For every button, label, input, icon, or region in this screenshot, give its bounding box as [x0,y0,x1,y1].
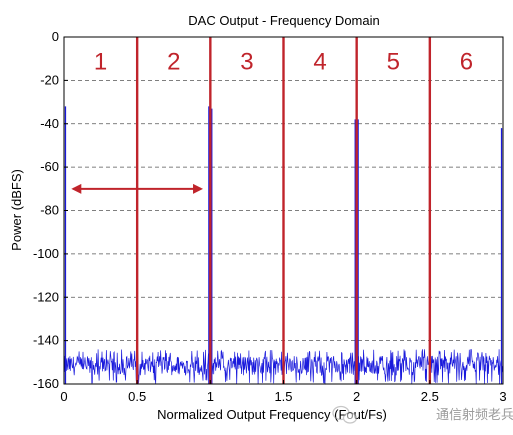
y-tick-label: -140 [33,333,59,348]
x-axis-ticks: 0 0.5 1 1.5 2 2.5 3 [60,380,507,404]
y-axis-ticks: 0 -20 -40 -60 -80 -100 -120 -140 -160 [33,29,68,391]
arrow-head-left [71,183,82,194]
arrow-head-right [193,183,204,194]
y-tick-label: -100 [33,246,59,261]
x-tick-label: 0.5 [128,389,146,404]
x-tick-label: 0 [60,389,67,404]
watermark-text: 通信射频老兵 [436,407,513,423]
nyquist-zone-boundaries [135,37,432,384]
y-tick-label: 0 [52,29,59,44]
zone-label: 5 [387,48,400,75]
x-axis-title: Normalized Output Frequency (Fout/Fs) [157,407,387,422]
y-tick-label: -80 [40,203,59,218]
x-tick-label: 2.5 [421,389,439,404]
x-tick-label: 1.5 [274,389,292,404]
zone-label: 3 [240,48,253,75]
x-tick-label: 1 [207,389,214,404]
x-tick-label: 3 [499,389,506,404]
nyquist-zone-labels: 1 2 3 4 5 6 [94,48,473,75]
y-tick-label: -60 [40,159,59,174]
y-tick-label: -120 [33,289,59,304]
watermark: 通信射频老兵 [332,405,513,424]
zone-label: 4 [313,48,326,75]
zone-label: 2 [167,48,180,75]
wechat-icon [332,405,358,424]
spectral-lines [64,106,503,384]
y-tick-label: -160 [33,376,59,391]
chart-title: DAC Output - Frequency Domain [188,13,379,28]
zone-label: 6 [460,48,473,75]
y-tick-label: -40 [40,116,59,131]
x-tick-label: 2 [353,389,360,404]
zone-label: 1 [94,48,107,75]
y-tick-label: -20 [40,72,59,87]
annotation-arrow [71,183,204,194]
y-axis-title: Power (dBFS) [9,169,24,251]
